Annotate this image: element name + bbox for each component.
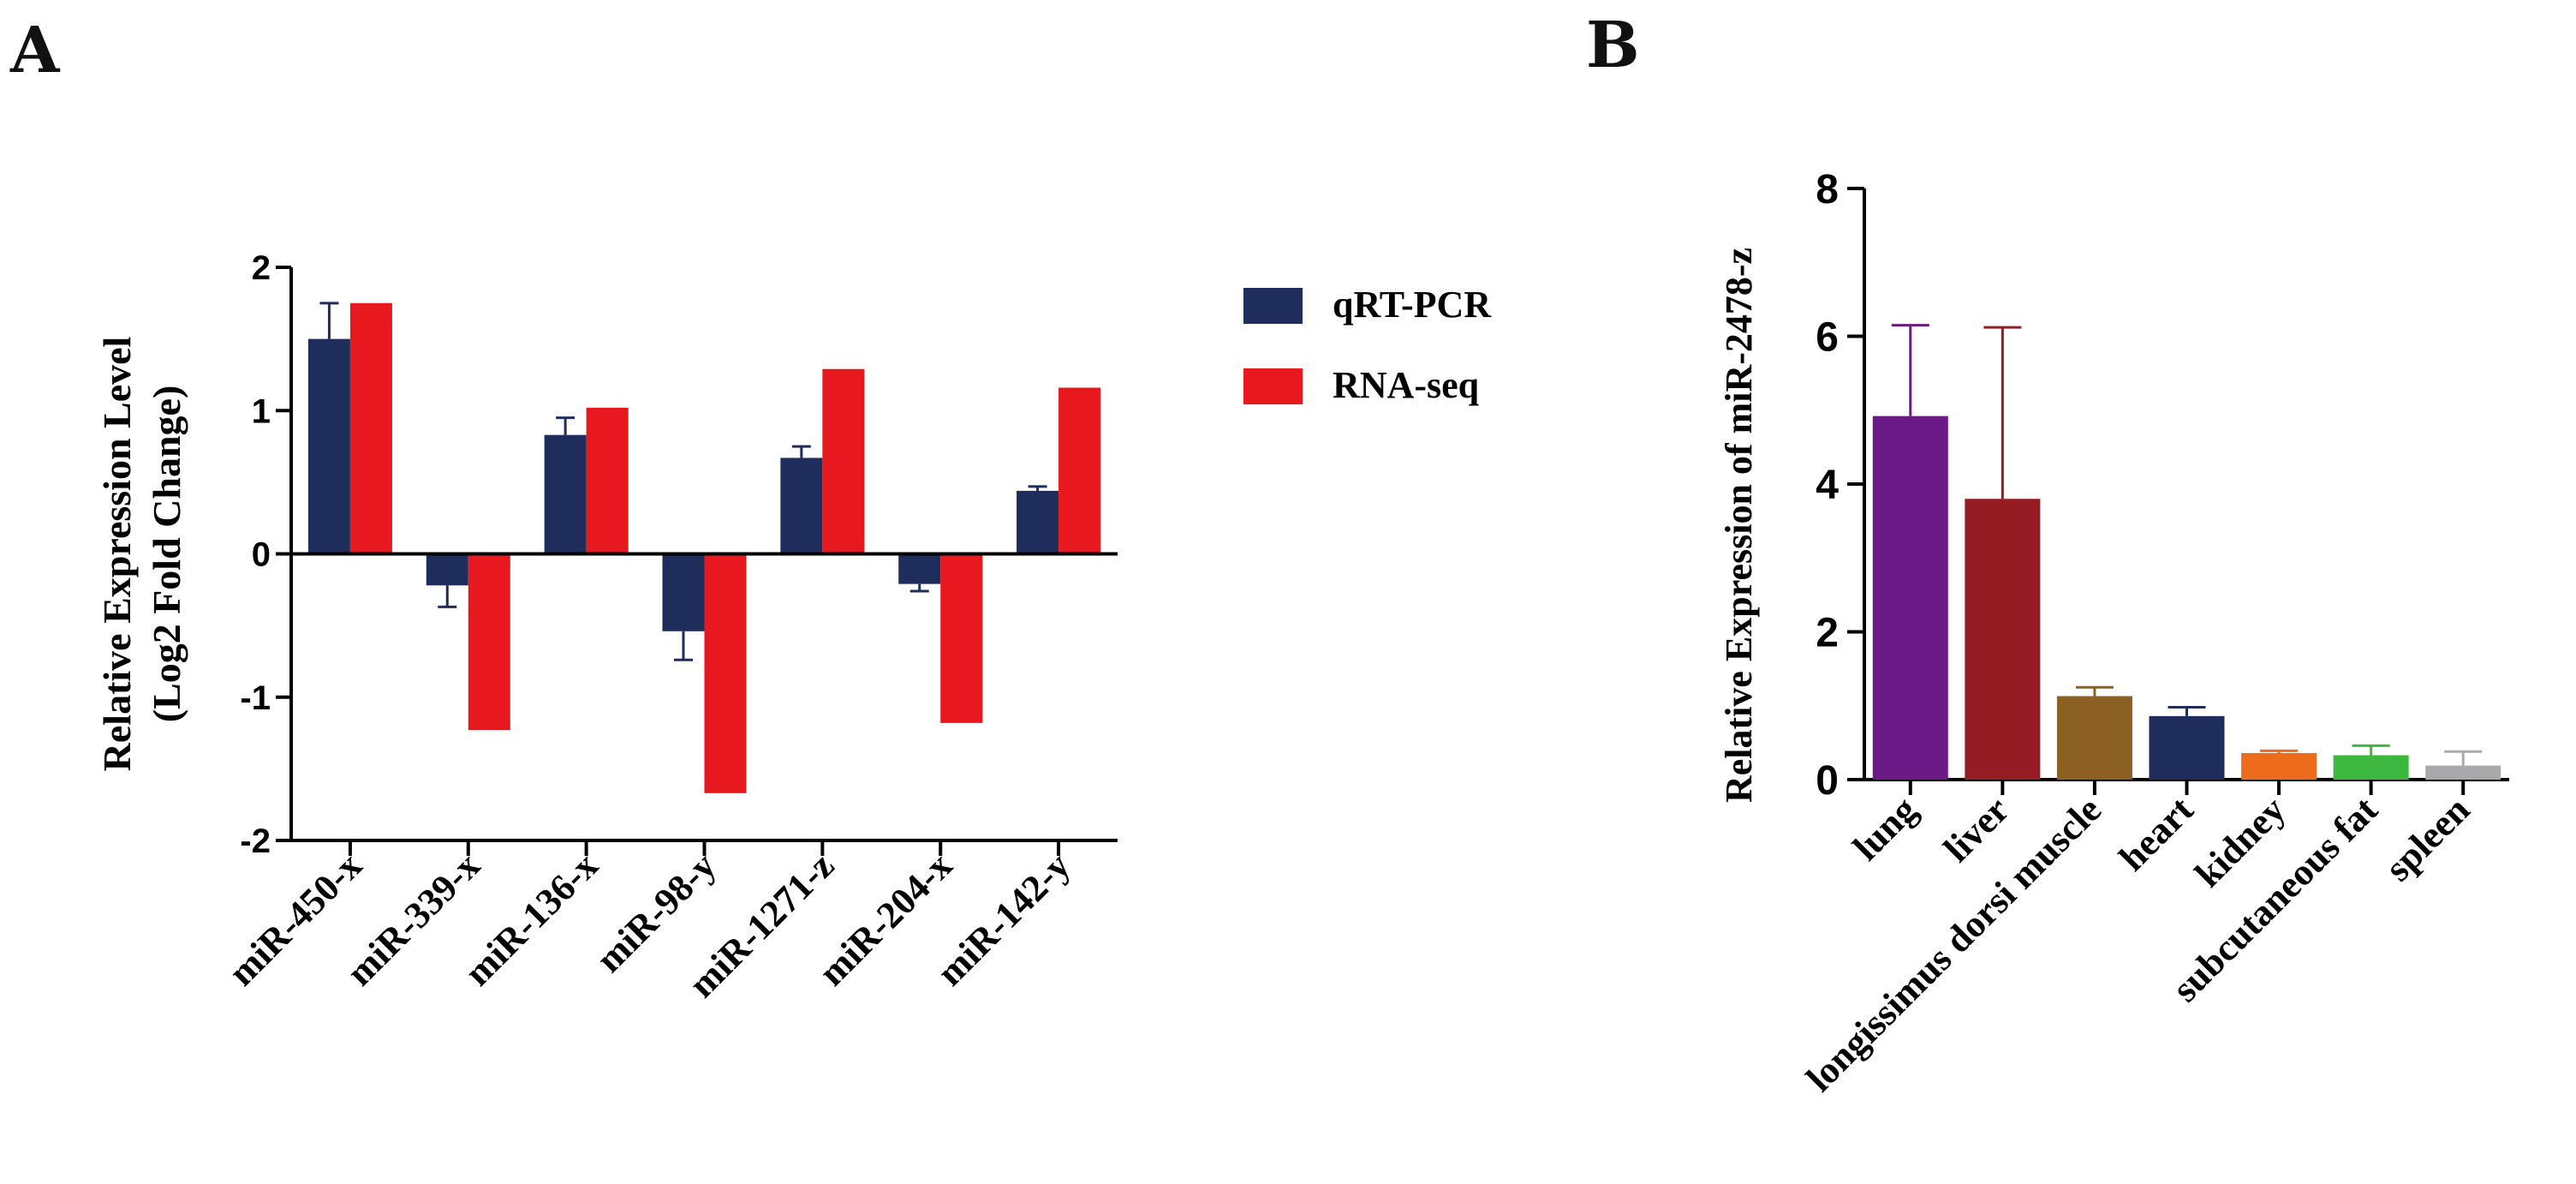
bar-rna-seq [1058, 387, 1101, 554]
x-tick-label: lung [1845, 788, 1924, 868]
bar-kidney [2241, 752, 2317, 780]
y-tick-label: 0 [1816, 758, 1839, 804]
legend-swatch-rna-seq [1243, 368, 1303, 404]
bar-qrt-pcr [307, 338, 350, 554]
legend: qRT-PCR RNA-seq [1243, 284, 1492, 406]
legend-label: qRT-PCR [1333, 284, 1492, 326]
panel-a-letter: A [9, 14, 61, 87]
bar-rna-seq [822, 368, 865, 554]
bar-qrt-pcr [544, 434, 587, 554]
bar-rna-seq [704, 553, 747, 793]
bar-lung [1872, 416, 1948, 780]
y-axis-title: Relative Expression of miR-2478-z [1718, 248, 1760, 803]
y-tick-label: 4 [1816, 463, 1839, 508]
panel-a-chart: 2 1 0 -1 -2 Relative Expression Level (Log2 Fo… [95, 249, 1492, 1006]
bar-rna-seq [940, 553, 983, 723]
y-tick-label: 8 [1816, 167, 1839, 212]
bar-rna-seq [468, 553, 510, 731]
y-axis-title: Relative Expression Level [95, 337, 139, 772]
bar-qrt-pcr [426, 553, 468, 586]
legend-swatch-qrt-pcr [1243, 288, 1303, 324]
panel-b-letter: B [1586, 9, 1640, 82]
y-tick-label: 6 [1816, 315, 1839, 361]
y-tick-label: 0 [252, 536, 271, 574]
x-tick-label: spleen [2377, 788, 2478, 889]
y-axis-title-line2: (Log2 Fold Change) [145, 386, 188, 723]
bar-qrt-pcr [898, 553, 941, 584]
bar-spleen [2425, 765, 2501, 780]
bar-rna-seq [586, 407, 629, 554]
x-tick-label: liver [1935, 788, 2017, 870]
bar-subcutaneous-fat [2333, 755, 2409, 780]
bar-longissimus-dorsi-muscle [2056, 696, 2132, 780]
bar-qrt-pcr [1017, 490, 1059, 554]
legend-label: RNA-seq [1333, 364, 1480, 406]
y-tick-label: -2 [240, 822, 271, 860]
bar-qrt-pcr [780, 457, 823, 554]
y-tick-label: 2 [1816, 611, 1839, 656]
y-tick-label: 1 [252, 392, 271, 430]
y-tick-label: 2 [252, 249, 271, 287]
y-tick-label: -1 [240, 679, 271, 717]
bar-qrt-pcr [662, 553, 705, 631]
panel-b-chart: 0 2 4 6 8 Relative Expression of miR-2478-z lu… [1718, 167, 2509, 1100]
bar-heart [2149, 715, 2225, 780]
bar-rna-seq [349, 302, 392, 554]
bar-liver [1965, 499, 2041, 780]
